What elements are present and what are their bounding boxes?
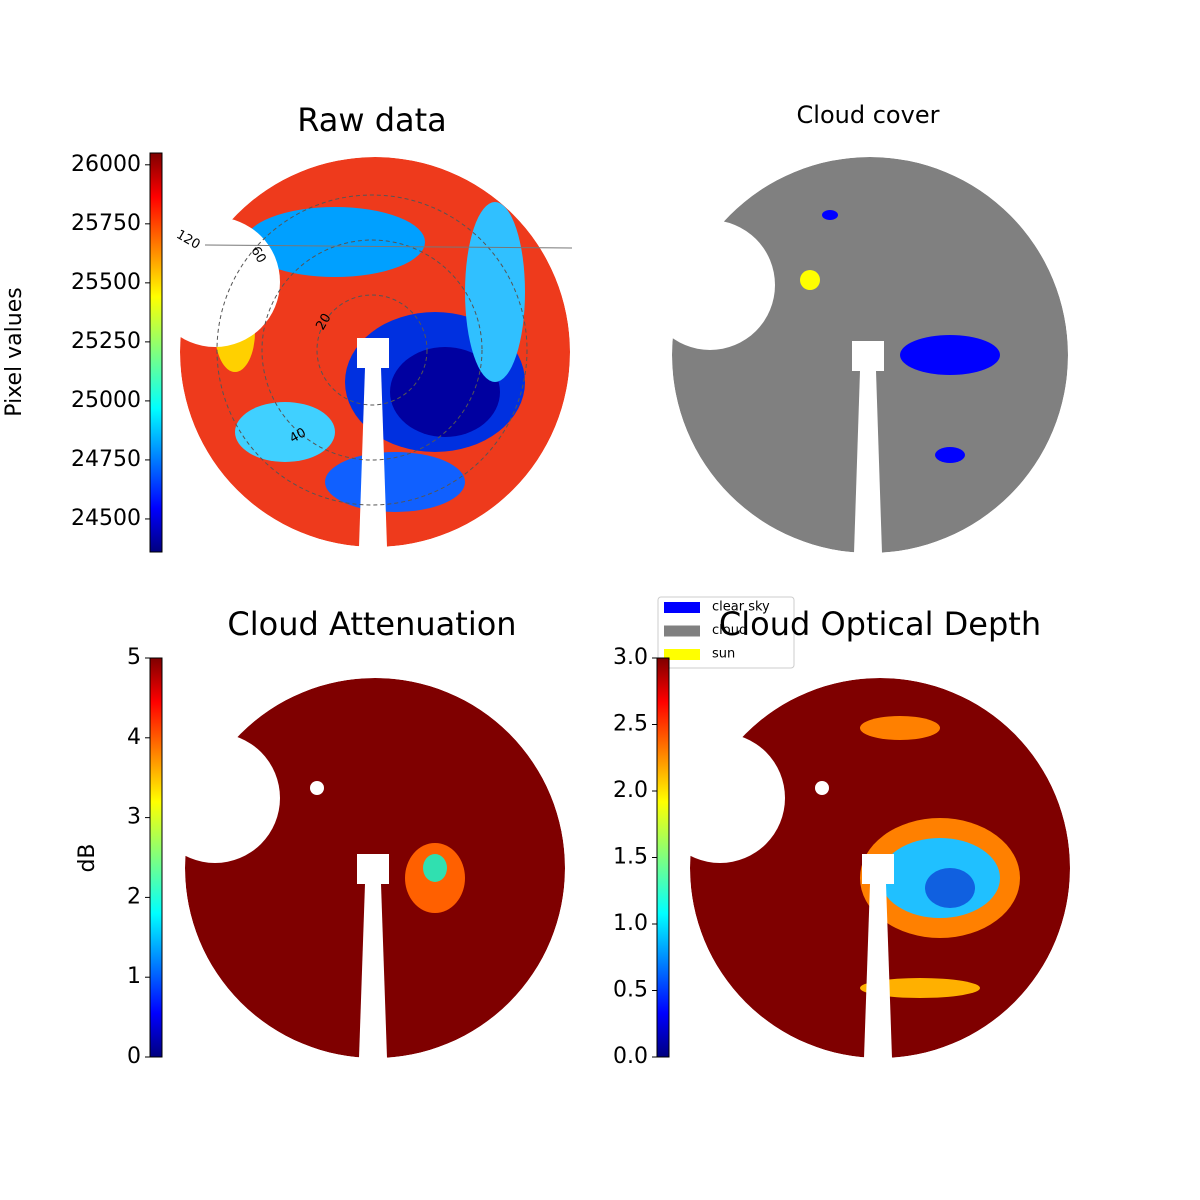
legend-label: cloud bbox=[712, 623, 747, 638]
polar-label: 60 bbox=[247, 244, 268, 266]
panel-title: Cloud Attenuation bbox=[227, 605, 516, 643]
obstruction bbox=[359, 884, 387, 1058]
polar-grid bbox=[316, 294, 428, 406]
obstruction bbox=[310, 781, 324, 795]
legend-swatch bbox=[664, 625, 700, 637]
obstruction bbox=[655, 733, 785, 863]
colorbar-tick-label: 24500 bbox=[71, 506, 141, 531]
obstruction bbox=[864, 884, 892, 1058]
colorbar-tick-label: 25000 bbox=[71, 388, 141, 413]
polar-grid bbox=[204, 244, 573, 249]
colorbar bbox=[149, 657, 163, 1058]
sky-feature bbox=[245, 207, 425, 277]
colorbar bbox=[149, 152, 163, 553]
colorbar-tick-label: 2.0 bbox=[613, 778, 648, 803]
panel-title: Cloud cover bbox=[797, 101, 940, 129]
colorbar-tick-label: 2.5 bbox=[613, 712, 648, 737]
legend-label: sun bbox=[712, 647, 735, 662]
sky-feature bbox=[235, 402, 335, 462]
sky-feature bbox=[860, 978, 980, 998]
colorbar-label: dB bbox=[75, 843, 100, 872]
sky-feature bbox=[925, 868, 975, 908]
polar-label: 20 bbox=[313, 311, 334, 333]
obstruction bbox=[645, 220, 775, 350]
colorbar-tick-label: 25250 bbox=[71, 329, 141, 354]
obstruction bbox=[357, 854, 389, 884]
obstruction bbox=[854, 371, 882, 553]
colorbar-tick-label: 2 bbox=[127, 884, 141, 909]
obstruction bbox=[150, 733, 280, 863]
colorbar-tick-label: 5 bbox=[127, 645, 141, 670]
legend-swatch bbox=[664, 649, 700, 660]
colorbar-tick-label: 25750 bbox=[71, 211, 141, 236]
obstruction bbox=[357, 338, 389, 368]
polar-grid bbox=[216, 194, 528, 506]
obstruction bbox=[359, 368, 387, 547]
sky-feature bbox=[822, 210, 838, 220]
colorbar-tick-label: 1.5 bbox=[613, 845, 648, 870]
colorbar-label: Pixel values bbox=[2, 287, 27, 416]
colorbar-tick-label: 0 bbox=[127, 1044, 141, 1069]
sky-feature bbox=[390, 347, 500, 437]
colorbar-tick-label: 25500 bbox=[71, 270, 141, 295]
panel-title: Cloud Optical Depth bbox=[719, 605, 1041, 643]
colorbar bbox=[656, 657, 670, 1058]
colorbar-tick-label: 1 bbox=[127, 964, 141, 989]
colorbar-tick-label: 1.0 bbox=[613, 911, 648, 936]
sky-feature bbox=[465, 202, 525, 382]
panel-title: Raw data bbox=[297, 101, 447, 139]
colorbar-tick-label: 24750 bbox=[71, 447, 141, 472]
obstruction bbox=[862, 854, 894, 884]
polar-label: 40 bbox=[287, 425, 309, 446]
legend-label: clear sky bbox=[712, 600, 770, 615]
polar-grid bbox=[261, 239, 483, 461]
colorbar-tick-label: 0.5 bbox=[613, 978, 648, 1003]
colorbar-tick-label: 0.0 bbox=[613, 1044, 648, 1069]
colorbar-tick-label: 4 bbox=[127, 725, 141, 750]
obstruction bbox=[150, 217, 280, 347]
sky-feature bbox=[423, 854, 447, 882]
colorbar-tick-label: 3.0 bbox=[613, 645, 648, 670]
obstruction bbox=[852, 341, 884, 371]
colorbar-tick-label: 26000 bbox=[71, 152, 141, 177]
obstruction bbox=[815, 781, 829, 795]
sky-feature bbox=[860, 716, 940, 740]
sky-feature bbox=[900, 335, 1000, 375]
sun bbox=[800, 270, 820, 290]
colorbar-tick-label: 3 bbox=[127, 805, 141, 830]
sky-feature bbox=[935, 447, 965, 463]
legend-swatch bbox=[664, 602, 700, 613]
sky-feature bbox=[325, 452, 465, 512]
